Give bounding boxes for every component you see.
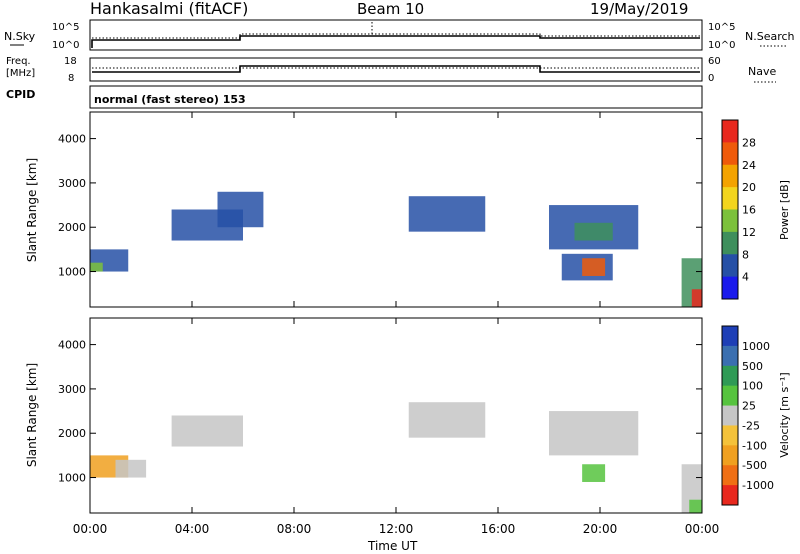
power-colorbar-tick-5: 8	[742, 248, 749, 261]
power-colorbar-frame	[721, 119, 739, 300]
power-colorbar-tick-1: 24	[742, 159, 756, 172]
freq-label-line2: [MHz]	[6, 68, 35, 79]
power-colorbar-seg-3	[722, 187, 738, 210]
beam-title: Beam 10	[357, 0, 424, 18]
freq-left-tick-bottom: 8	[68, 73, 74, 84]
power-colorbar-seg-2	[722, 164, 738, 188]
velocity-patch-1	[115, 459, 147, 478]
velocity-colorbar-seg-3	[722, 385, 738, 407]
xtick-label-4: 16:00	[481, 522, 516, 536]
velocity-colorbar-seg-2	[722, 365, 738, 387]
velocity-colorbar-seg-4	[722, 405, 738, 426]
power-patch-6	[574, 222, 613, 241]
velocity-patch-2	[171, 415, 243, 447]
cpid-label: CPID	[6, 88, 35, 101]
cpid-mode: normal (fast stereo) 153	[94, 93, 246, 106]
sky-panel: N.Sky 10^5 10^0 10^5 10^0 N.Search	[4, 19, 795, 51]
power-colorbar-tick-6: 4	[742, 271, 749, 284]
power-colorbar-seg-0	[722, 120, 738, 143]
power-ytick-label-3: 4000	[58, 133, 86, 146]
velocity-patch-4	[549, 411, 639, 456]
date-title: 19/May/2019	[590, 0, 688, 18]
velocity-colorbar-seg-1	[722, 345, 738, 367]
power-colorbar-seg-1	[722, 142, 738, 166]
velocity-patch-3	[408, 402, 486, 438]
power-patch-3	[217, 191, 264, 228]
nsky-trace	[91, 35, 700, 48]
velocity-colorbar-seg-0	[722, 326, 738, 347]
velocity-colorbar-label: Velocity [m s⁻¹]	[778, 372, 791, 457]
power-ytick-label-2: 3000	[58, 177, 86, 190]
xtick-label-6: 00:00	[685, 522, 720, 536]
nave-label: Nave	[748, 65, 776, 78]
power-ylabel: Slant Range [km]	[25, 158, 39, 262]
velocity-colorbar-seg-8	[722, 485, 738, 506]
freq-panel: Freq. [MHz] 18 8 60 0 Nave	[6, 56, 776, 84]
freq-left-tick-top: 18	[64, 56, 77, 67]
xtick-label-3: 12:00	[379, 522, 414, 536]
freq-right-tick-bottom: 0	[708, 73, 714, 84]
velocity-colorbar-tick-1: 500	[742, 360, 763, 373]
velocity-ytick-label-3: 4000	[58, 339, 86, 352]
power-colorbar-seg-7	[722, 276, 738, 300]
velocity-colorbar-seg-6	[722, 445, 738, 466]
velocity-colorbar-tick-6: -500	[742, 459, 767, 472]
power-patch-4	[408, 196, 486, 232]
power-panel: 1000 2000 3000 4000 Slant Range [km] 28 24 20…	[25, 111, 791, 308]
velocity-ytick-label-2: 3000	[58, 383, 86, 396]
power-colorbar-seg-5	[722, 231, 738, 255]
velocity-colorbar-tick-7: -1000	[742, 479, 774, 492]
xtick-label-1: 04:00	[175, 522, 210, 536]
velocity-panel: 1000 2000 3000 4000 Slant Range [km] 1000 50…	[25, 317, 791, 514]
power-patch-1	[90, 262, 103, 272]
velocity-colorbar-tick-2: 100	[742, 380, 763, 393]
xtick-label-5: 20:00	[583, 522, 618, 536]
sky-right-label: N.Search	[745, 30, 795, 43]
xtick-label-2: 08:00	[277, 522, 312, 536]
power-colorbar-seg-4	[722, 209, 738, 233]
sky-left-label: N.Sky	[4, 30, 36, 43]
freq-right-tick-top: 60	[708, 56, 721, 67]
power-colorbar-label: Power [dB]	[778, 180, 791, 240]
freq-label-line1: Freq.	[6, 56, 31, 67]
power-ytick-label-1: 2000	[58, 221, 86, 234]
velocity-colorbar-tick-5: -100	[742, 439, 767, 452]
velocity-colorbar-tick-3: 25	[742, 400, 756, 413]
velocity-ylabel: Slant Range [km]	[25, 363, 39, 467]
power-colorbar-tick-4: 12	[742, 226, 756, 239]
velocity-ytick-label-0: 1000	[58, 472, 86, 485]
freq-trace	[92, 65, 700, 73]
velocity-patch-5	[582, 464, 606, 482]
station-title: Hankasalmi (fitACF)	[90, 0, 248, 18]
velocity-colorbar-frame	[721, 325, 739, 506]
power-patch-8	[582, 258, 606, 276]
velocity-ytick-label-1: 2000	[58, 427, 86, 440]
power-colorbar-tick-0: 28	[742, 136, 756, 149]
power-patch-10	[691, 289, 702, 307]
velocity-colorbar-seg-5	[722, 425, 738, 446]
velocity-colorbar-seg-7	[722, 465, 738, 486]
velocity-patch-7	[689, 499, 702, 513]
xtick-label-0: 00:00	[73, 522, 108, 536]
velocity-colorbar-tick-4: -25	[742, 419, 760, 432]
x-axis-label: Time UT	[367, 539, 418, 553]
sky-right-tick-top: 10^5	[708, 22, 735, 33]
power-colorbar-seg-6	[722, 254, 738, 278]
nsearch-trace	[92, 33, 700, 39]
power-colorbar-tick-2: 20	[742, 181, 756, 194]
sky-left-tick-top: 10^5	[52, 22, 79, 33]
sky-left-tick-bottom: 10^0	[52, 40, 79, 51]
velocity-colorbar-tick-0: 1000	[742, 340, 770, 353]
sky-right-tick-bottom: 10^0	[708, 40, 735, 51]
power-colorbar-tick-3: 16	[742, 204, 756, 217]
power-ytick-label-0: 1000	[58, 266, 86, 279]
